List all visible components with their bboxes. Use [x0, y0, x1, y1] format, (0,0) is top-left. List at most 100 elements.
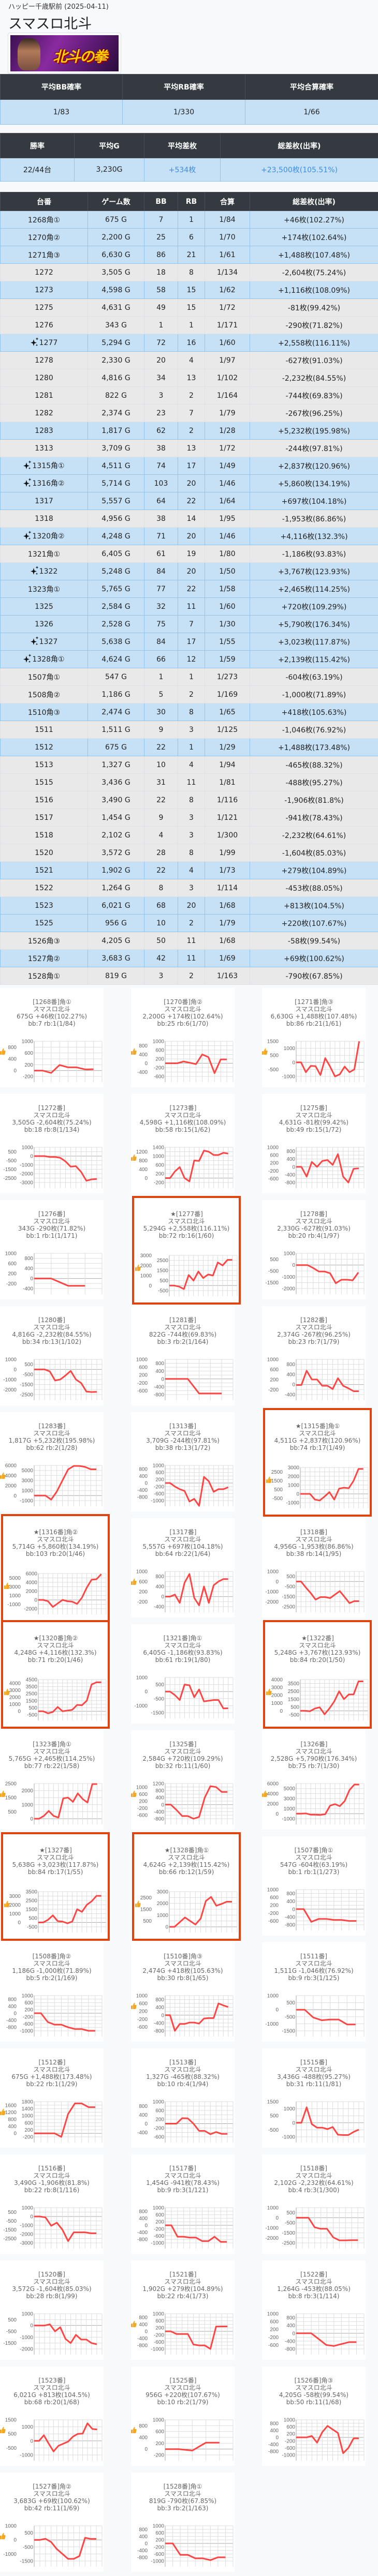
- machine-chart-card[interactable]: [1313番] スマスロ北斗 3,709G -244枚(97.81%) bb:38 r…: [131, 1412, 235, 1511]
- machine-chart-card[interactable]: ★[1327番] スマスロ北斗 5,638G +3,023枚(117.87%) bb:…: [1, 1832, 110, 1941]
- table-row[interactable]: 1508角② 1,186 G 5 2 1/169 -1,000枚(71.89%): [0, 685, 378, 703]
- table-row[interactable]: 1320角② 4,248 G 71 20 1/46 +4,116枚(132.3%): [0, 527, 378, 545]
- table-row[interactable]: 1321角① 6,405 G 61 19 1/80 -1,186枚(93.83%): [0, 545, 378, 563]
- machine-number[interactable]: 1270角②: [27, 233, 61, 242]
- table-row[interactable]: 1283 1,817 G 62 2 1/28 +5,232枚(195.98%): [0, 422, 378, 440]
- machine-chart-card[interactable]: [1275番] スマスロ北斗 4,631G -81枚(99.42%) bb:49 rb…: [262, 1094, 366, 1193]
- machine-number[interactable]: 1276: [35, 321, 53, 330]
- table-row[interactable]: 1515 3,436 G 31 11 1/81 -488枚(95.27%): [0, 773, 378, 791]
- machine-number[interactable]: 1516: [35, 796, 53, 804]
- table-row[interactable]: 1315角① 4,511 G 74 17 1/49 +2,837枚(120.96%): [0, 457, 378, 475]
- machine-number[interactable]: 1327: [39, 637, 58, 646]
- machine-chart-card[interactable]: [1508番]角② スマスロ北斗 1,186G -1,000枚(71.89%) bb:…: [0, 1942, 104, 2042]
- machine-number[interactable]: 1526角③: [27, 937, 61, 946]
- machine-number[interactable]: 1518: [35, 831, 53, 840]
- table-row[interactable]: 1511 1,511 G 9 3 1/125 -1,046枚(76.92%): [0, 721, 378, 739]
- table-row[interactable]: 1270角② 2,200 G 25 6 1/70 +174枚(102.64%): [0, 228, 378, 246]
- col-games[interactable]: ゲーム数: [88, 192, 144, 211]
- table-row[interactable]: 1276 343 G 1 1 1/171 -290枚(71.82%): [0, 316, 378, 334]
- machine-chart-card[interactable]: [1283番] スマスロ北斗 1,817G +5,232枚(195.98%) bb:6…: [0, 1412, 104, 1511]
- table-row[interactable]: 1523 6,021 G 68 20 1/68 +813枚(104.5%): [0, 896, 378, 915]
- table-row[interactable]: 1278 2,330 G 20 4 1/97 -627枚(91.03%): [0, 351, 378, 369]
- table-row[interactable]: 1513 1,327 G 10 4 1/94 -465枚(88.32%): [0, 756, 378, 774]
- table-row[interactable]: 1317 5,557 G 64 22 1/64 +697枚(104.18%): [0, 492, 378, 510]
- machine-number[interactable]: 1528角①: [27, 972, 61, 981]
- table-row[interactable]: 1323角① 5,765 G 77 22 1/58 +2,465枚(114.25%): [0, 580, 378, 598]
- table-row[interactable]: 1507角① 547 G 1 1 1/273 -604枚(63.19%): [0, 668, 378, 686]
- machine-number[interactable]: 1271角③: [27, 251, 61, 260]
- machine-chart-card[interactable]: ★[1320番]角② スマスロ北斗 4,248G +4,116枚(132.3%) bb…: [1, 1620, 110, 1729]
- machine-chart-card[interactable]: [1268番]角① スマスロ北斗 675G +46枚(102.27%) bb:7 rb…: [0, 988, 104, 1087]
- table-row[interactable]: 1328角① 4,624 G 66 12 1/59 +2,139枚(115.42%): [0, 650, 378, 668]
- machine-number[interactable]: 1513: [35, 760, 53, 769]
- machine-chart-card[interactable]: [1326番] スマスロ北斗 2,528G +5,790枚(176.34%) bb:7…: [262, 1730, 366, 1830]
- machine-chart-card[interactable]: ★[1328番]角① スマスロ北斗 4,624G +2,139枚(115.42%) b…: [132, 1832, 241, 1941]
- machine-chart-card[interactable]: [1522番] スマスロ北斗 1,264G -453枚(88.05%) bb:8 rb…: [262, 2260, 366, 2360]
- machine-chart-card[interactable]: [1271番]角③ スマスロ北斗 6,630G +1,488枚(107.48%) bb…: [262, 988, 366, 1087]
- machine-chart-card[interactable]: [1273番] スマスロ北斗 4,598G +1,116枚(108.09%) bb:5…: [131, 1094, 235, 1193]
- machine-number[interactable]: 1278: [35, 356, 53, 365]
- machine-chart-card[interactable]: [1321番]角① スマスロ北斗 6,405G -1,186枚(93.83%) bb:…: [131, 1624, 235, 1724]
- table-row[interactable]: 1510角③ 2,474 G 30 8 1/65 +418枚(105.63%): [0, 703, 378, 721]
- col-total[interactable]: 合算: [205, 192, 250, 211]
- machine-number[interactable]: 1523: [35, 901, 53, 910]
- table-row[interactable]: 1271角③ 6,630 G 86 21 1/61 +1,488枚(107.48%): [0, 246, 378, 264]
- table-row[interactable]: 1520 3,572 G 28 8 1/99 -1,604枚(85.03%): [0, 844, 378, 862]
- machine-number[interactable]: 1316角②: [32, 479, 65, 488]
- machine-chart-card[interactable]: [1516番] スマスロ北斗 3,490G -1,906枚(81.8%) bb:22 …: [0, 2154, 104, 2254]
- machine-number[interactable]: 1321角①: [27, 550, 61, 559]
- machine-number[interactable]: 1273: [35, 286, 53, 294]
- machine-number[interactable]: 1522: [35, 883, 53, 892]
- table-row[interactable]: 1280 4,816 G 34 13 1/102 -2,232枚(84.55%): [0, 369, 378, 387]
- table-row[interactable]: 1316角② 5,714 G 103 20 1/46 +5,860枚(134.19%): [0, 474, 378, 492]
- machine-chart-card[interactable]: [1512番] スマスロ北斗 675G +1,488枚(173.48%) bb:22 …: [0, 2048, 104, 2148]
- machine-chart-card[interactable]: ★[1315番]角① スマスロ北斗 4,511G +2,837枚(120.96%) b…: [263, 1408, 372, 1517]
- table-row[interactable]: 1521 1,902 G 22 4 1/73 +279枚(104.89%): [0, 861, 378, 879]
- machine-number[interactable]: 1525: [35, 919, 53, 927]
- machine-number[interactable]: 1521: [35, 866, 53, 875]
- table-row[interactable]: 1277 5,294 G 72 16 1/60 +2,558枚(116.11%): [0, 334, 378, 352]
- table-row[interactable]: 1325 2,584 G 32 11 1/60 +720枚(109.29%): [0, 597, 378, 616]
- machine-chart-card[interactable]: [1282番] スマスロ北斗 2,374G -267枚(96.25%) bb:23 r…: [262, 1306, 366, 1405]
- machine-chart-card[interactable]: [1515番] スマスロ北斗 3,436G -488枚(95.27%) bb:31 r…: [262, 2048, 366, 2148]
- machine-number[interactable]: 1313: [35, 444, 53, 453]
- table-row[interactable]: 1275 4,631 G 49 15 1/72 -81枚(99.42%): [0, 298, 378, 317]
- machine-chart-card[interactable]: [1323番]角① スマスロ北斗 5,765G +2,465枚(114.25%) bb…: [0, 1730, 104, 1830]
- machine-chart-card[interactable]: [1280番] スマスロ北斗 4,816G -2,232枚(84.55%) bb:34…: [0, 1306, 104, 1405]
- machine-number[interactable]: 1527角②: [27, 954, 61, 963]
- table-row[interactable]: 1268角① 675 G 7 1 1/84 +46枚(102.27%): [0, 211, 378, 229]
- machine-chart-card[interactable]: [1517番] スマスロ北斗 1,454G -941枚(78.43%) bb:9 rb…: [131, 2154, 235, 2254]
- machine-chart-card[interactable]: [1278番] スマスロ北斗 2,330G -627枚(91.03%) bb:20 r…: [262, 1200, 366, 1299]
- machine-number[interactable]: 1280: [35, 373, 53, 382]
- machine-chart-card[interactable]: [1525番] スマスロ北斗 956G +220枚(107.67%) bb:10 rb…: [131, 2367, 235, 2466]
- machine-chart-card[interactable]: [1511番] スマスロ北斗 1,511G -1,046枚(76.92%) bb:9 …: [262, 1942, 366, 2042]
- table-row[interactable]: 1522 1,264 G 8 3 1/114 -453枚(88.05%): [0, 879, 378, 897]
- table-row[interactable]: 1318 4,956 G 38 14 1/95 -1,953枚(86.86%): [0, 510, 378, 528]
- machine-chart-card[interactable]: [1272番] スマスロ北斗 3,505G -2,604枚(75.24%) bb:18…: [0, 1094, 104, 1193]
- machine-number[interactable]: 1325: [35, 602, 53, 611]
- machine-number[interactable]: 1317: [35, 497, 53, 505]
- col-bb[interactable]: BB: [144, 192, 178, 211]
- table-row[interactable]: 1516 3,490 G 22 8 1/116 -1,906枚(81.8%): [0, 791, 378, 809]
- table-row[interactable]: 1322 5,248 G 84 20 1/50 +3,767枚(123.93%): [0, 562, 378, 580]
- machine-chart-card[interactable]: [1526番]角③ スマスロ北斗 4,205G -58枚(99.54%) bb:50 …: [262, 2367, 366, 2466]
- table-row[interactable]: 1525 956 G 10 2 1/79 +220枚(107.67%): [0, 914, 378, 932]
- machine-chart-card[interactable]: [1528番]角① スマスロ北斗 819G -790枚(67.85%) bb:3 rb…: [131, 2473, 235, 2572]
- table-row[interactable]: 1273 4,598 G 58 15 1/62 +1,116枚(108.09%): [0, 281, 378, 299]
- machine-number[interactable]: 1318: [35, 514, 53, 523]
- machine-number[interactable]: 1268角①: [27, 216, 61, 224]
- machine-number[interactable]: 1520: [35, 848, 53, 857]
- machine-number[interactable]: 1320角②: [32, 532, 65, 541]
- col-diff[interactable]: 総差枚(出率): [250, 192, 378, 211]
- machine-number[interactable]: 1322: [39, 567, 58, 576]
- table-row[interactable]: 1313 3,709 G 38 13 1/72 -244枚(97.81%): [0, 439, 378, 457]
- table-row[interactable]: 1282 2,374 G 23 7 1/79 -267枚(96.25%): [0, 404, 378, 422]
- machine-number[interactable]: 1277: [39, 338, 58, 347]
- machine-chart-card[interactable]: [1270番]角② スマスロ北斗 2,200G +174枚(102.64%) bb:2…: [131, 988, 235, 1087]
- machine-number[interactable]: 1517: [35, 813, 53, 822]
- machine-number[interactable]: 1275: [35, 303, 53, 312]
- machine-number[interactable]: 1283: [35, 426, 53, 435]
- table-row[interactable]: 1512 675 G 22 1 1/29 +1,488枚(173.48%): [0, 738, 378, 756]
- machine-chart-card[interactable]: [1518番] スマスロ北斗 2,102G -2,232枚(64.61%) bb:4 …: [262, 2154, 366, 2254]
- machine-chart-card[interactable]: ★[1322番] スマスロ北斗 5,248G +3,767枚(123.93%) bb:…: [263, 1620, 372, 1729]
